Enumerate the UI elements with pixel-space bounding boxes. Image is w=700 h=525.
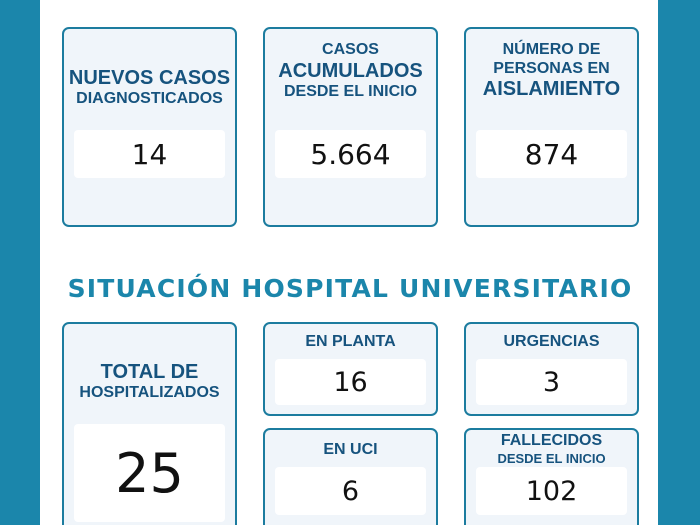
en-uci-value: 6 <box>275 467 426 515</box>
card-fallecidos: FALLECIDOS DESDE EL INICIO 102 <box>464 428 639 525</box>
card-en-planta: EN PLANTA 16 <box>263 322 438 416</box>
card-total-hospitalizados: TOTAL DE HOSPITALIZADOS 25 <box>62 322 237 525</box>
card-total-heading: TOTAL DE HOSPITALIZADOS <box>64 361 235 403</box>
total-hospitalizados-value: 25 <box>74 424 225 522</box>
total-de-label: TOTAL DE <box>100 361 199 383</box>
fallecidos-value: 102 <box>476 467 627 515</box>
aislamiento-value: 874 <box>476 130 627 178</box>
urgencias-label: URGENCIAS <box>503 333 600 350</box>
en-planta-value: 16 <box>275 359 426 405</box>
card-nuevos-casos-heading: NUEVOS CASOS DIAGNOSTICADOS <box>64 67 235 109</box>
diagnosticados-label: DIAGNOSTICADOS <box>76 90 223 108</box>
nuevos-casos-value: 14 <box>74 130 225 178</box>
card-casos-acumulados: CASOS ACUMULADOS DESDE EL INICIO 5.664 <box>263 27 438 227</box>
en-planta-label: EN PLANTA <box>305 333 396 350</box>
acumulados-label: ACUMULADOS <box>278 59 423 82</box>
nuevos-casos-label: NUEVOS CASOS <box>68 67 231 89</box>
en-uci-label: EN UCI <box>323 441 378 458</box>
card-nuevos-casos: NUEVOS CASOS DIAGNOSTICADOS 14 <box>62 27 237 227</box>
personas-en-label: PERSONAS EN <box>493 59 610 77</box>
card-urgencias: URGENCIAS 3 <box>464 322 639 416</box>
card-en-uci: EN UCI 6 <box>263 428 438 525</box>
casos-label: CASOS <box>322 41 379 58</box>
card-aislamiento: NÚMERO DE PERSONAS EN AISLAMIENTO 874 <box>464 27 639 227</box>
fallecidos-desde-label: DESDE EL INICIO <box>497 450 606 466</box>
numero-de-label: NÚMERO DE <box>502 41 601 58</box>
fallecidos-label: FALLECIDOS <box>500 432 603 449</box>
casos-acumulados-value: 5.664 <box>275 130 426 178</box>
card-casos-acumulados-heading: CASOS ACUMULADOS DESDE EL INICIO <box>265 41 436 101</box>
aislamiento-label: AISLAMIENTO <box>482 78 621 101</box>
urgencias-value: 3 <box>476 359 627 405</box>
desde-el-inicio-label: DESDE EL INICIO <box>283 82 418 100</box>
section-title-hospital: SITUACIÓN HOSPITAL UNIVERSITARIO <box>67 274 633 303</box>
card-fallecidos-heading: FALLECIDOS DESDE EL INICIO <box>466 432 637 466</box>
hospitalizados-label: HOSPITALIZADOS <box>79 384 220 402</box>
card-aislamiento-heading: NÚMERO DE PERSONAS EN AISLAMIENTO <box>466 41 637 101</box>
